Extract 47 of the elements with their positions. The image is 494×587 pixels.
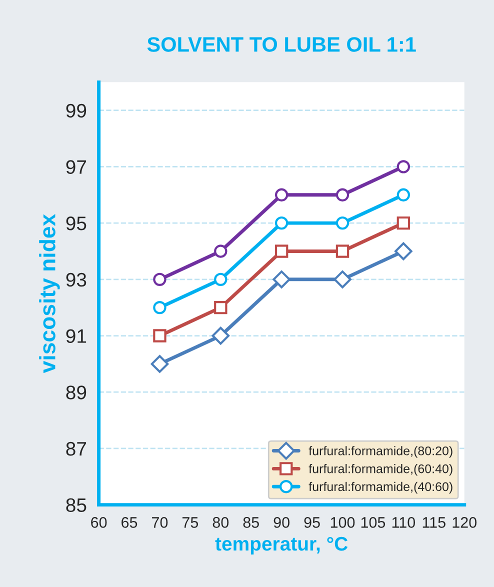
point [396, 216, 410, 230]
x-tick-label: 110 [392, 517, 416, 528]
point [272, 270, 290, 288]
x-tick-label: 90 [274, 517, 290, 528]
point [336, 188, 350, 202]
x-tick-label: 75 [182, 517, 198, 528]
point [212, 326, 230, 345]
x-tick-label: 85 [243, 517, 259, 528]
x-tick-label: 95 [304, 517, 320, 528]
point [214, 244, 228, 258]
x-tick-label: 60 [91, 517, 107, 528]
y-tick-label: 97 [66, 160, 86, 174]
y-tick-label: 87 [66, 442, 86, 456]
y-tick-label: 85 [66, 498, 86, 512]
x-tick-label: 65 [122, 517, 138, 528]
point [274, 188, 288, 202]
point [336, 244, 350, 258]
x-tick-label: 115 [422, 517, 446, 528]
point [214, 300, 228, 314]
x-tick-label: 80 [212, 517, 229, 528]
x-tick-label: 120 [452, 517, 477, 528]
x-axis-title: temperatur, °C [215, 536, 348, 555]
point [336, 216, 350, 230]
x-tick-label: 105 [361, 517, 386, 528]
y-axis-title: viscosity nidex [39, 214, 60, 374]
legend-label: furfural:formamide,(40:60) [308, 482, 452, 494]
legend-label: furfural:formamide,(60:40) [308, 464, 452, 476]
point [396, 160, 410, 174]
y-tick-label: 91 [66, 329, 86, 343]
point [150, 355, 169, 373]
x-tick-label: 100 [330, 517, 355, 528]
y-tick-label: 89 [66, 386, 86, 400]
point [153, 272, 166, 286]
point [214, 272, 228, 286]
point [334, 270, 352, 288]
point [153, 329, 166, 342]
y-tick-label: 93 [66, 272, 86, 287]
point [274, 244, 288, 258]
y-tick-label: 95 [66, 216, 86, 230]
point [153, 300, 166, 314]
x-tick-label: 70 [152, 517, 168, 528]
point [274, 216, 288, 230]
point [394, 242, 412, 260]
chart-title: SOLVENT TO LUBE OIL 1:1 [147, 37, 416, 52]
y-tick-label: 99 [66, 104, 86, 118]
point [396, 188, 410, 202]
legend-label: furfural:formamide,(80:20) [308, 446, 452, 458]
